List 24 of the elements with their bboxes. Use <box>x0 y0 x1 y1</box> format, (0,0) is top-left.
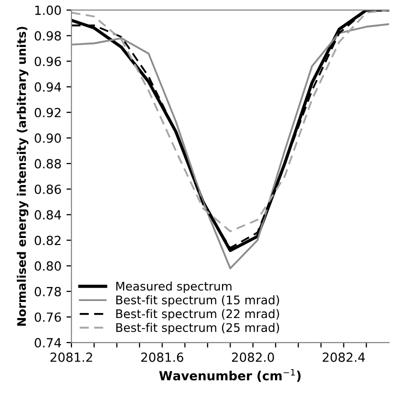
y-tick-label: 0.78 <box>34 286 61 296</box>
y-tick-label: 0.96 <box>34 56 61 66</box>
y-tick-label: 0.94 <box>34 82 62 92</box>
y-tick-label: 0.74 <box>34 338 62 348</box>
y-tick-label: 0.98 <box>34 31 61 41</box>
x-tick-label: 2081.2 <box>50 352 92 362</box>
y-tick-label: 0.86 <box>34 184 61 194</box>
y-tick-label: 0.84 <box>34 210 62 220</box>
legend-label: Measured spectrum <box>116 282 232 293</box>
x-tick-label: 2082.4 <box>322 352 365 362</box>
y-tick-label: 1.00 <box>35 6 61 15</box>
x-axis-title: Wavenumber (cm$^{−1}$) <box>159 369 301 382</box>
y-tick-label: 0.76 <box>34 312 61 322</box>
legend-label: Best-fit spectrum (25 mrad) <box>116 322 280 334</box>
legend-label: Best-fit spectrum (22 mrad) <box>116 309 280 320</box>
x-tick-label: 2081.6 <box>141 352 184 362</box>
x-tick-label: 2082.0 <box>232 352 274 362</box>
y-tick-label: 0.82 <box>34 236 60 246</box>
y-tick-label: 0.80 <box>34 261 61 271</box>
y-tick-label: 0.88 <box>34 158 61 168</box>
legend-label: Best-fit spectrum (15 mrad) <box>116 295 280 307</box>
y-axis-title: Normalised energy intensity (arbitrary units) <box>16 26 28 326</box>
y-tick-label: 0.92 <box>34 108 60 118</box>
y-tick-label: 0.90 <box>34 133 61 143</box>
